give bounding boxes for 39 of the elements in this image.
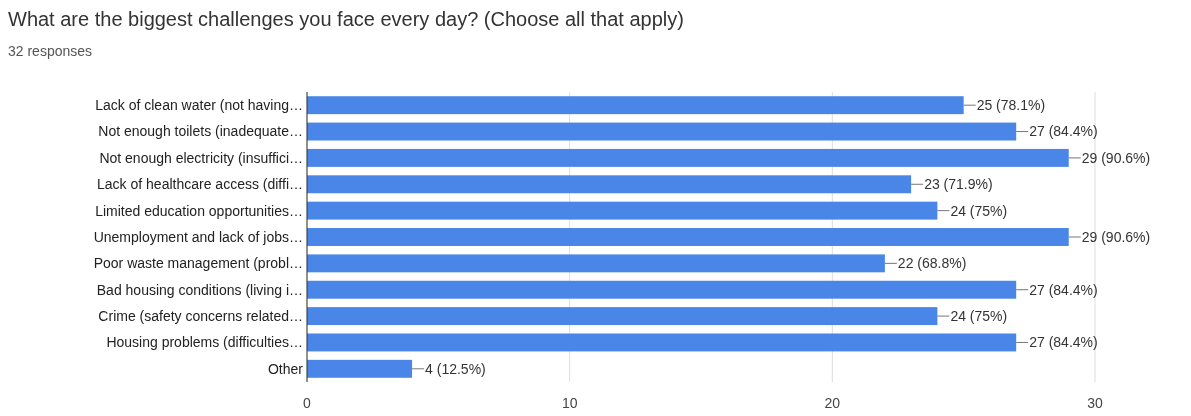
bar — [307, 148, 1069, 167]
data-label: 29 (90.6%) — [1081, 149, 1151, 166]
bar — [307, 359, 413, 378]
y-tick-label: Bad housing conditions (living i… — [96, 281, 303, 298]
data-label: 29 (90.6%) — [1081, 228, 1151, 245]
y-tick-label: Lack of clean water (not having… — [95, 97, 303, 114]
data-label: 22 (68.8%) — [897, 255, 967, 272]
x-tick-label: 10 — [561, 395, 578, 411]
text: 32 responses — [8, 43, 93, 59]
data-label: 23 (71.9%) — [924, 176, 993, 193]
x-tick-label: 30 — [1087, 395, 1103, 411]
bar — [307, 254, 885, 273]
bar — [307, 333, 1017, 352]
bar — [307, 175, 912, 194]
bar — [307, 228, 1069, 246]
bar — [307, 307, 938, 326]
y-tick-label: Limited education opportunities… — [95, 202, 303, 219]
y-tick-label: Not enough toilets (inadequate… — [98, 123, 303, 140]
y-tick-label: Crime (safety concerns related… — [98, 307, 303, 324]
bar — [307, 280, 1017, 299]
y-tick-label: Poor waste management (probl… — [93, 255, 303, 272]
data-label: 27 (84.4%) — [1029, 123, 1098, 140]
chart-title: What are the biggest challenges you face every day? (Choose all that apply) — [8, 8, 684, 30]
data-label: 24 (75%) — [950, 307, 1008, 324]
data-label: 25 (78.1%) — [976, 97, 1046, 114]
bar — [307, 122, 1017, 141]
data-label: 27 (84.4%) — [1029, 334, 1098, 351]
data-label: 27 (84.4%) — [1029, 281, 1098, 298]
x-tick-label: 20 — [824, 395, 841, 411]
data-label: 4 (12.5%) — [425, 360, 486, 377]
data-label: 24 (75%) — [950, 202, 1008, 219]
y-tick-label: Unemployment and lack of jobs… — [93, 228, 303, 245]
bar — [307, 201, 938, 220]
y-tick-label: Lack of healthcare access (diffi… — [97, 176, 303, 193]
y-tick-label: Other — [267, 360, 304, 377]
x-tick-label: 0 — [303, 395, 312, 411]
y-tick-label: Not enough electricity (insuffici… — [99, 149, 303, 166]
y-tick-label: Housing problems (difficulties… — [106, 334, 303, 351]
bar — [307, 96, 964, 115]
